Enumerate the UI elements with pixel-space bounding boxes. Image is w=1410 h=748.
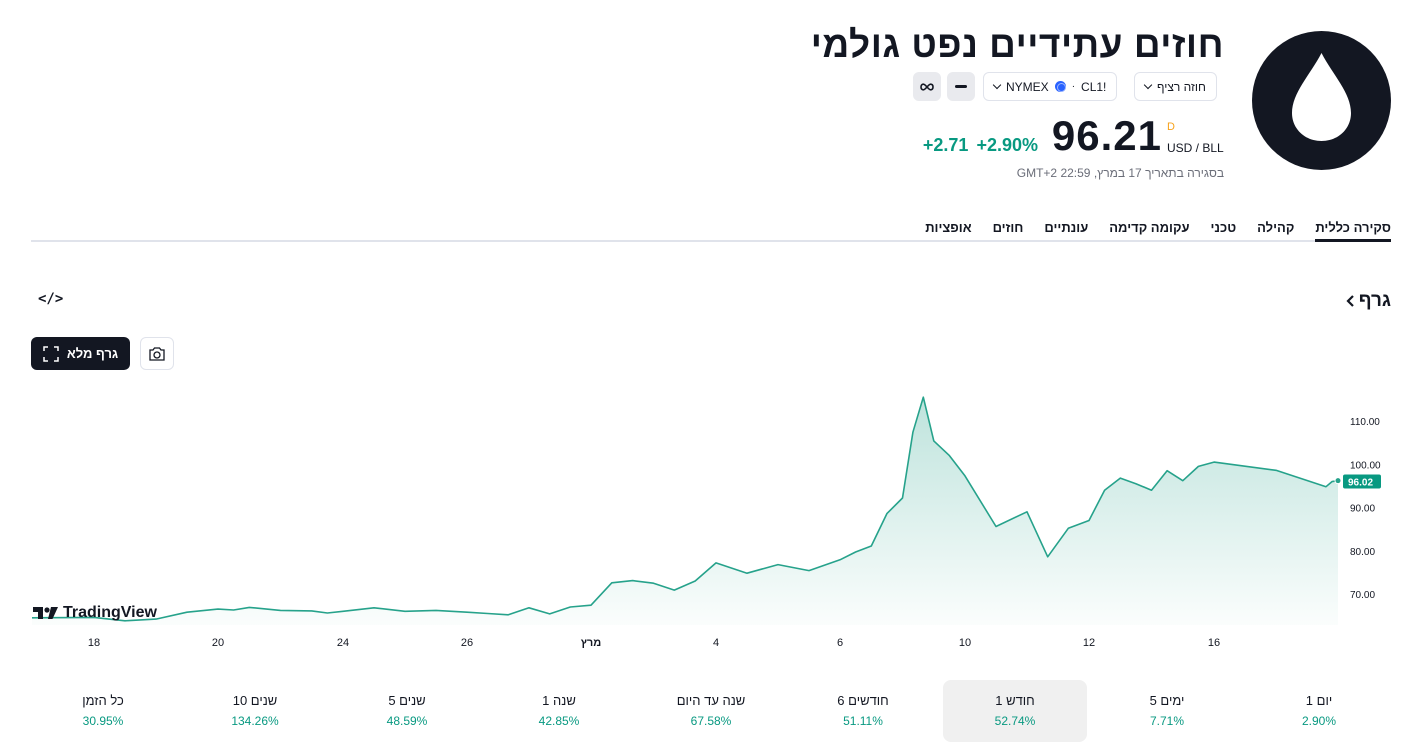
series-line (31, 396, 1339, 622)
symbol-tabs: סקירה כללית קהילה טכני עקומה קדימה עונתי… (31, 218, 1391, 242)
period-value: 134.26% (231, 714, 279, 728)
period-label: שנה עד היום (676, 693, 746, 708)
period-1m[interactable]: חודש 1 52.74% (943, 680, 1087, 742)
separator-dot-icon: · (1071, 81, 1076, 92)
delay-badge: D (1167, 121, 1175, 133)
period-5d[interactable]: 5 ימים 7.71% (1095, 680, 1239, 742)
embed-code-button[interactable]: </> (38, 291, 64, 307)
period-value: 52.74% (994, 714, 1036, 728)
period-label: 5 שנים (388, 693, 426, 708)
period-label: 5 ימים (1149, 693, 1185, 708)
chart-section-title: גרף (1358, 290, 1391, 311)
globe-icon (1054, 81, 1066, 92)
drop-icon (1292, 53, 1351, 141)
exchange-label: NYMEX (1006, 79, 1049, 94)
period-performance: יום 1 2.90% 5 ימים 7.71% חודש 1 52.74% 6… (31, 680, 1391, 742)
minus-button[interactable] (947, 72, 975, 101)
compare-button[interactable] (913, 72, 941, 101)
period-label: חודש 1 (995, 693, 1035, 708)
period-value: 7.71% (1149, 714, 1185, 728)
period-label: 10 שנים (232, 693, 278, 708)
chevron-down-icon (992, 80, 1002, 90)
last-price: 96.21 (1051, 112, 1162, 159)
period-all[interactable]: כל הזמן 30.95% (31, 680, 175, 742)
period-value: 2.90% (1301, 714, 1337, 728)
price-unit: USD / BLL (1167, 141, 1224, 155)
symbol-logo (1252, 31, 1391, 170)
tab-seasonals[interactable]: עונתיים (1044, 220, 1089, 235)
market-closed-note: בסגירה בתאריך 17 במרץ, 22:59 GMT+2 (1016, 166, 1224, 180)
y-tick-label: 100.00 (1350, 460, 1381, 471)
last-value-badge (1343, 474, 1381, 489)
period-value: 30.95% (82, 714, 124, 728)
fullscreen-icon (43, 345, 59, 362)
period-1d[interactable]: יום 1 2.90% (1247, 680, 1391, 742)
chevron-down-icon (1143, 80, 1153, 90)
tab-forward-curve[interactable]: עקומה קדימה (1109, 220, 1190, 235)
watermark-text: TradingView (63, 604, 157, 621)
tab-options[interactable]: אופציות (925, 220, 972, 235)
x-tick-label: 4 (713, 637, 719, 649)
x-tick-label: 26 (461, 637, 473, 649)
period-value: 42.85% (538, 714, 580, 728)
contract-type-dropdown[interactable]: חוזה רציף (1134, 72, 1217, 101)
tradingview-watermark: TradingView (33, 604, 157, 622)
last-value-label: 96.02 (1348, 477, 1373, 488)
period-label: יום 1 (1305, 693, 1333, 708)
period-10y[interactable]: 10 שנים 134.26% (183, 680, 327, 742)
snapshot-button[interactable] (140, 337, 174, 370)
tab-community[interactable]: קהילה (1257, 220, 1295, 235)
tab-contracts[interactable]: חוזים (992, 220, 1024, 235)
x-tick-label: 10 (959, 637, 971, 649)
chart-section-link[interactable]: גרף (1345, 290, 1391, 312)
y-tick-label: 80.00 (1350, 547, 1375, 558)
period-label: 6 חודשים (837, 693, 889, 708)
series-area (32, 397, 1338, 625)
x-tick-label: 16 (1208, 637, 1220, 649)
period-6m[interactable]: 6 חודשים 51.11% (791, 680, 935, 742)
period-label: שנה 1 (542, 693, 576, 708)
period-1y[interactable]: שנה 1 42.85% (487, 680, 631, 742)
ticker-label: CL1! (1081, 79, 1107, 94)
symbol-title: חוזים עתידיים נפט גולמי (810, 24, 1224, 65)
period-value: 51.11% (843, 714, 883, 728)
full-chart-button[interactable]: גרף מלא (31, 337, 130, 370)
y-tick-label: 90.00 (1350, 504, 1375, 515)
change-percent: +2.90% (976, 135, 1038, 155)
camera-icon (149, 346, 165, 361)
x-tick-label: 20 (212, 637, 224, 649)
period-label: כל הזמן (82, 693, 124, 708)
x-tick-label: 6 (837, 637, 843, 649)
x-tick-label: 12 (1083, 637, 1095, 649)
chevron-left-icon (1346, 295, 1354, 307)
period-ytd[interactable]: שנה עד היום 67.58% (639, 680, 783, 742)
change-absolute: +2.71 (922, 135, 969, 155)
price-change: +2.71 +2.90% (923, 135, 1038, 156)
tab-technicals[interactable]: טכני (1210, 220, 1237, 235)
price-chart[interactable]: 70.00 80.00 90.00 100.00 110.00 96.02 18 20 24 2… (0, 380, 1410, 665)
y-tick-label: 70.00 (1350, 590, 1375, 601)
contract-type-label: חוזה רציף (1157, 79, 1206, 94)
minus-icon (955, 84, 967, 88)
last-point-marker (1334, 477, 1342, 485)
tab-overview[interactable]: סקירה כללית (1315, 220, 1391, 242)
period-value: 48.59% (386, 714, 428, 728)
infinity-icon (920, 82, 934, 91)
x-tick-label: מרץ (581, 637, 601, 649)
symbol-selector[interactable]: NYMEX · CL1! (983, 72, 1118, 101)
tradingview-logo-icon (33, 607, 58, 619)
x-tick-label: 18 (88, 637, 100, 649)
period-value: 67.58% (690, 714, 732, 728)
full-chart-label: גרף מלא (66, 346, 119, 361)
period-5y[interactable]: 5 שנים 48.59% (335, 680, 479, 742)
y-tick-label: 110.00 (1350, 417, 1380, 428)
x-tick-label: 24 (337, 637, 349, 649)
